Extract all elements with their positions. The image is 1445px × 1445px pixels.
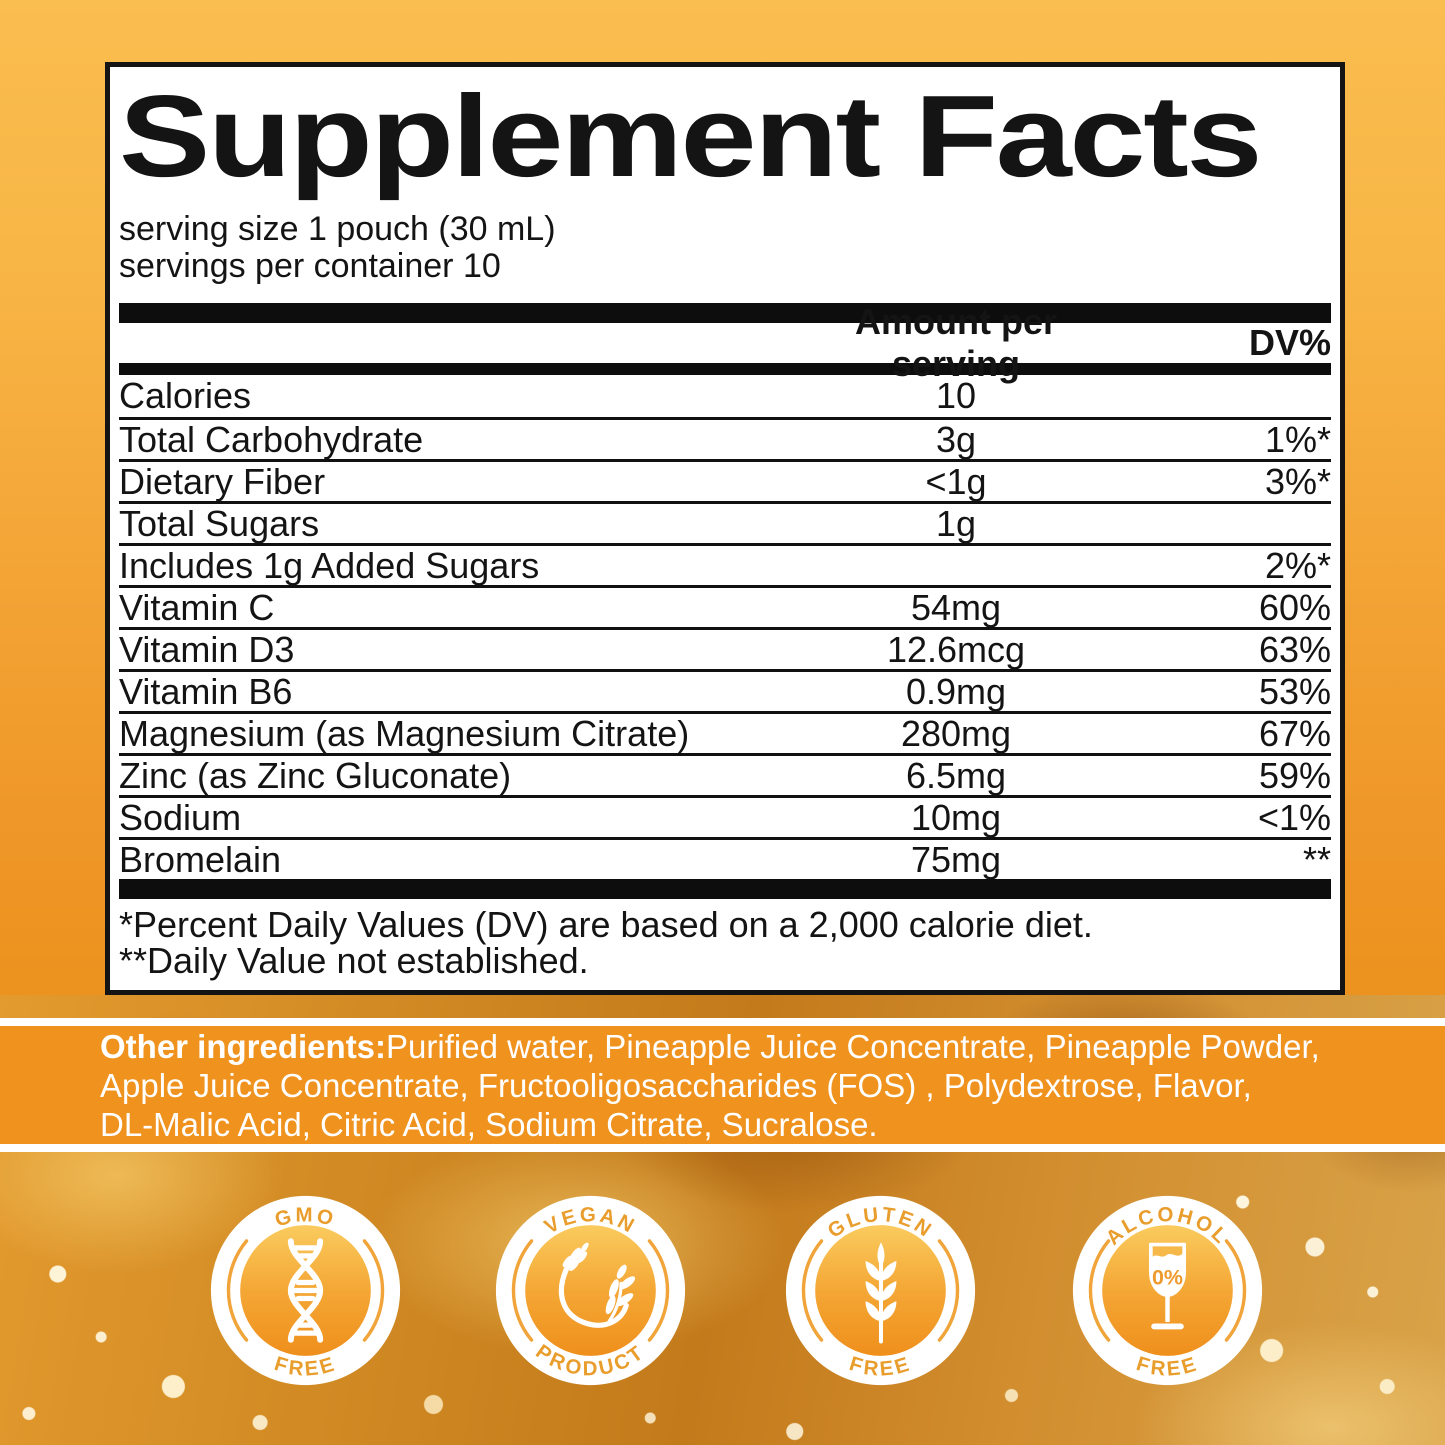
band-separator-top — [0, 1018, 1445, 1026]
nutrient-dv: 67% — [1258, 712, 1331, 754]
ingredients-line-1: Other ingredients:Purified water, Pineap… — [100, 1027, 1445, 1066]
other-ingredients-band: Other ingredients:Purified water, Pineap… — [0, 1026, 1445, 1144]
nutrient-name: Magnesium (as Magnesium Citrate) — [119, 712, 690, 754]
nutrient-dv: 2%* — [1264, 544, 1331, 586]
nutrient-name: Calories — [119, 375, 252, 416]
nutrient-dv: 60% — [1258, 586, 1331, 628]
servings-per-container: servings per container 10 — [119, 247, 501, 285]
nutrient-name: Vitamin B6 — [119, 670, 293, 712]
nutrient-amount: 6.5mg — [905, 754, 1007, 796]
table-row: Total Carbohydrate 3g 1%* — [119, 417, 1331, 460]
nutrient-dv: 63% — [1258, 628, 1331, 670]
nutrient-amount: 1g — [935, 502, 977, 544]
nutrient-amount: 10 — [935, 375, 977, 416]
badge-right-arc — [647, 1239, 670, 1342]
table-row: Sodium 10mg <1% — [119, 795, 1331, 838]
badge-disc — [525, 1225, 656, 1356]
table-row: Bromelain 75mg ** — [119, 837, 1331, 880]
footnote-dv: *Percent Daily Values (DV) are based on … — [119, 904, 1093, 945]
badge-right-arc — [937, 1239, 960, 1342]
badge-right-arc — [362, 1239, 385, 1342]
ingredients-text: Purified water, Pineapple Juice Concentr… — [386, 1027, 1320, 1065]
badge-right-arc — [1224, 1239, 1247, 1342]
nutrient-name: Sodium — [119, 796, 242, 838]
serving-size: serving size 1 pouch (30 mL) — [119, 210, 556, 248]
nutrient-name: Bromelain — [119, 838, 282, 880]
nutrient-amount: 10mg — [910, 796, 1002, 838]
table-row: Dietary Fiber <1g 3%* — [119, 459, 1331, 502]
footnote-not-established: **Daily Value not established. — [119, 940, 589, 981]
divider-medium — [119, 363, 1331, 375]
nutrient-dv: ** — [1302, 838, 1331, 880]
nutrient-name: Dietary Fiber — [119, 460, 326, 502]
nutrient-amount: 3g — [935, 418, 977, 460]
badge-vegan-product: VEGAN PRODUCT — [495, 1195, 686, 1386]
nutrient-name: Total Sugars — [119, 502, 320, 544]
ingredients-label: Other ingredients: — [100, 1027, 387, 1065]
nutrient-name: Total Carbohydrate — [119, 418, 424, 460]
supplement-facts-panel: Supplement Facts serving size 1 pouch (3… — [105, 62, 1345, 995]
nutrient-name: Vitamin C — [119, 586, 275, 628]
table-row: Vitamin D3 12.6mcg 63% — [119, 627, 1331, 670]
header-amount: Amount per serving — [855, 301, 1057, 384]
divider-thick — [119, 879, 1331, 899]
nutrient-name: Includes 1g Added Sugars — [119, 544, 540, 586]
nutrient-dv: 1%* — [1264, 418, 1331, 460]
dna-icon — [291, 1241, 320, 1340]
table-row: Magnesium (as Magnesium Citrate) 280mg 6… — [119, 711, 1331, 754]
divider-thick — [119, 303, 1331, 323]
table-row: Zinc (as Zinc Gluconate) 6.5mg 59% — [119, 753, 1331, 796]
nutrient-dv: <1% — [1257, 796, 1331, 838]
table-row: Total Sugars 1g — [119, 501, 1331, 544]
panel-title: Supplement Facts — [119, 71, 1263, 201]
badge-alcohol-free: 0% ALCOHOL FREE — [1072, 1195, 1263, 1386]
nutrient-amount: <1g — [925, 460, 987, 502]
nutrient-amount: 12.6mcg — [886, 628, 1026, 670]
band-separator-bottom — [0, 1144, 1445, 1152]
zero-percent-label: 0% — [1152, 1266, 1183, 1290]
badge-gluten-free: GLUTEN FREE — [785, 1195, 976, 1386]
facts-rows: Calories 10 Total Carbohydrate 3g 1%* Di… — [119, 375, 1331, 880]
ingredients-line-3: DL-Malic Acid, Citric Acid, Sodium Citra… — [100, 1105, 878, 1143]
nutrient-name: Zinc (as Zinc Gluconate) — [119, 754, 512, 796]
nutrient-amount: 280mg — [900, 712, 1012, 754]
header-dv: DV% — [1248, 322, 1331, 363]
nutrient-amount: 0.9mg — [905, 670, 1007, 712]
badge-gmo-free: GMO FREE — [210, 1195, 401, 1386]
nutrient-dv: 59% — [1258, 754, 1331, 796]
badge-left-arc — [801, 1239, 824, 1342]
table-row: Calories 10 — [119, 375, 1331, 417]
table-header: Amount per serving DV% — [119, 301, 1331, 384]
ingredients-line-2: Apple Juice Concentrate, Fructooligosacc… — [100, 1066, 1252, 1104]
nutrient-dv: 3%* — [1264, 460, 1331, 502]
table-row: Vitamin B6 0.9mg 53% — [119, 669, 1331, 712]
badge-left-arc — [511, 1239, 534, 1342]
nutrient-dv: 53% — [1258, 670, 1331, 712]
table-row: Includes 1g Added Sugars 2%* — [119, 543, 1331, 586]
nutrient-amount: 75mg — [910, 838, 1002, 880]
table-row: Vitamin C 54mg 60% — [119, 585, 1331, 628]
badge-left-arc — [1088, 1239, 1111, 1342]
nutrient-amount: 54mg — [910, 586, 1002, 628]
badge-left-arc — [226, 1239, 249, 1342]
nutrient-name: Vitamin D3 — [119, 628, 295, 670]
